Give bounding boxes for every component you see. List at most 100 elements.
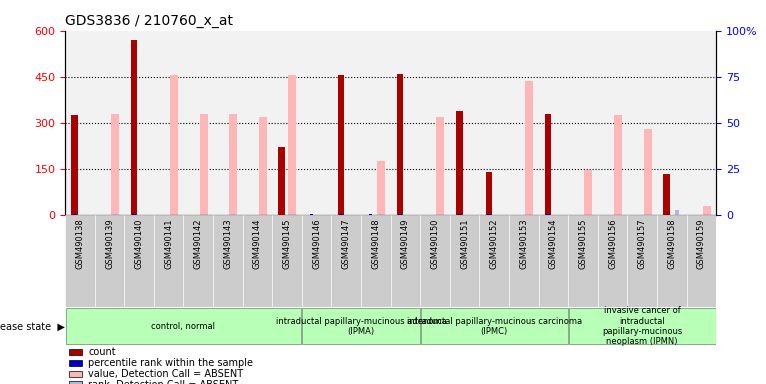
Bar [450,215,480,307]
Bar [397,74,404,215]
Bar [259,117,267,215]
Text: percentile rank within the sample: percentile rank within the sample [88,358,254,367]
Bar [69,381,82,384]
Bar [439,214,442,215]
Bar [184,31,213,215]
Bar [73,214,77,215]
Bar [132,214,136,215]
Text: GSM490142: GSM490142 [194,219,203,269]
Text: value, Detection Call = ABSENT: value, Detection Call = ABSENT [88,369,244,379]
Bar [686,31,716,215]
Bar [154,215,184,307]
Text: GSM490152: GSM490152 [489,219,499,269]
Bar [111,114,119,215]
Bar [597,31,627,215]
Text: GSM490141: GSM490141 [164,219,173,269]
Text: GSM490155: GSM490155 [578,219,588,269]
Bar [272,31,302,215]
Bar [487,214,491,215]
Text: GSM490150: GSM490150 [430,219,440,269]
Bar [597,215,627,307]
Bar [332,31,361,215]
Bar [686,215,716,307]
Bar [627,31,657,215]
Bar [456,111,463,215]
Bar [200,114,208,215]
Text: control, normal: control, normal [152,322,215,331]
Bar [231,214,235,215]
Bar [450,31,480,215]
Bar [170,75,178,215]
Text: GSM490147: GSM490147 [342,219,351,269]
Bar [272,215,302,307]
Bar [702,206,711,215]
Text: GSM490149: GSM490149 [401,219,410,269]
Text: GSM490159: GSM490159 [697,219,706,269]
Bar [480,215,509,307]
Bar [243,31,272,215]
Bar [437,117,444,215]
Text: invasive cancer of
intraductal
papillary-mucinous
neoplasm (IPMN): invasive cancer of intraductal papillary… [602,306,683,346]
Bar [486,172,493,215]
Bar [309,214,313,215]
Text: intraductal papillary-mucinous carcinoma
(IPMC): intraductal papillary-mucinous carcinoma… [407,317,582,336]
Bar [339,214,342,215]
Bar [113,214,116,215]
Bar [538,215,568,307]
Bar [480,31,509,215]
Bar [627,215,657,307]
Text: disease state  ▶: disease state ▶ [0,321,65,331]
Bar [457,214,461,215]
Bar [184,215,213,307]
Text: GSM490157: GSM490157 [638,219,647,269]
Bar [332,215,361,307]
Bar [229,114,237,215]
Bar [302,215,332,307]
Bar [69,371,82,377]
Text: GSM490148: GSM490148 [372,219,381,269]
Bar [663,174,669,215]
Bar [377,161,385,215]
Bar [71,115,78,215]
Text: GSM490143: GSM490143 [224,219,232,269]
Bar [646,214,650,215]
Bar [361,215,391,307]
Bar [569,308,715,344]
Text: GSM490151: GSM490151 [460,219,469,269]
Bar [584,170,592,215]
Bar [95,215,124,307]
Bar [538,31,568,215]
Text: GSM490145: GSM490145 [283,219,292,269]
Bar [303,308,420,344]
Bar [657,215,686,307]
Text: GSM490146: GSM490146 [313,219,321,269]
Bar [546,214,550,215]
Bar [130,40,137,215]
Bar [65,215,95,307]
Bar [545,114,552,215]
Bar [568,215,597,307]
Text: GSM490156: GSM490156 [608,219,617,269]
Bar [379,214,383,215]
Bar [65,31,95,215]
Bar [368,214,372,215]
Bar [361,31,391,215]
Bar [421,215,450,307]
Bar [213,215,243,307]
Bar [124,31,154,215]
Bar [202,214,205,215]
Bar [66,308,301,344]
Bar [391,31,421,215]
Bar [302,31,332,215]
Bar [290,214,294,215]
Bar [398,214,402,215]
Bar [614,115,622,215]
Bar [154,31,184,215]
Text: GSM490139: GSM490139 [105,219,114,269]
Text: rank, Detection Call = ABSENT: rank, Detection Call = ABSENT [88,379,238,384]
Bar [69,349,82,354]
Bar [509,31,538,215]
Text: GSM490140: GSM490140 [135,219,143,269]
Text: intraductal papillary-mucinous adenoma
(IPMA): intraductal papillary-mucinous adenoma (… [276,317,447,336]
Bar [69,359,82,366]
